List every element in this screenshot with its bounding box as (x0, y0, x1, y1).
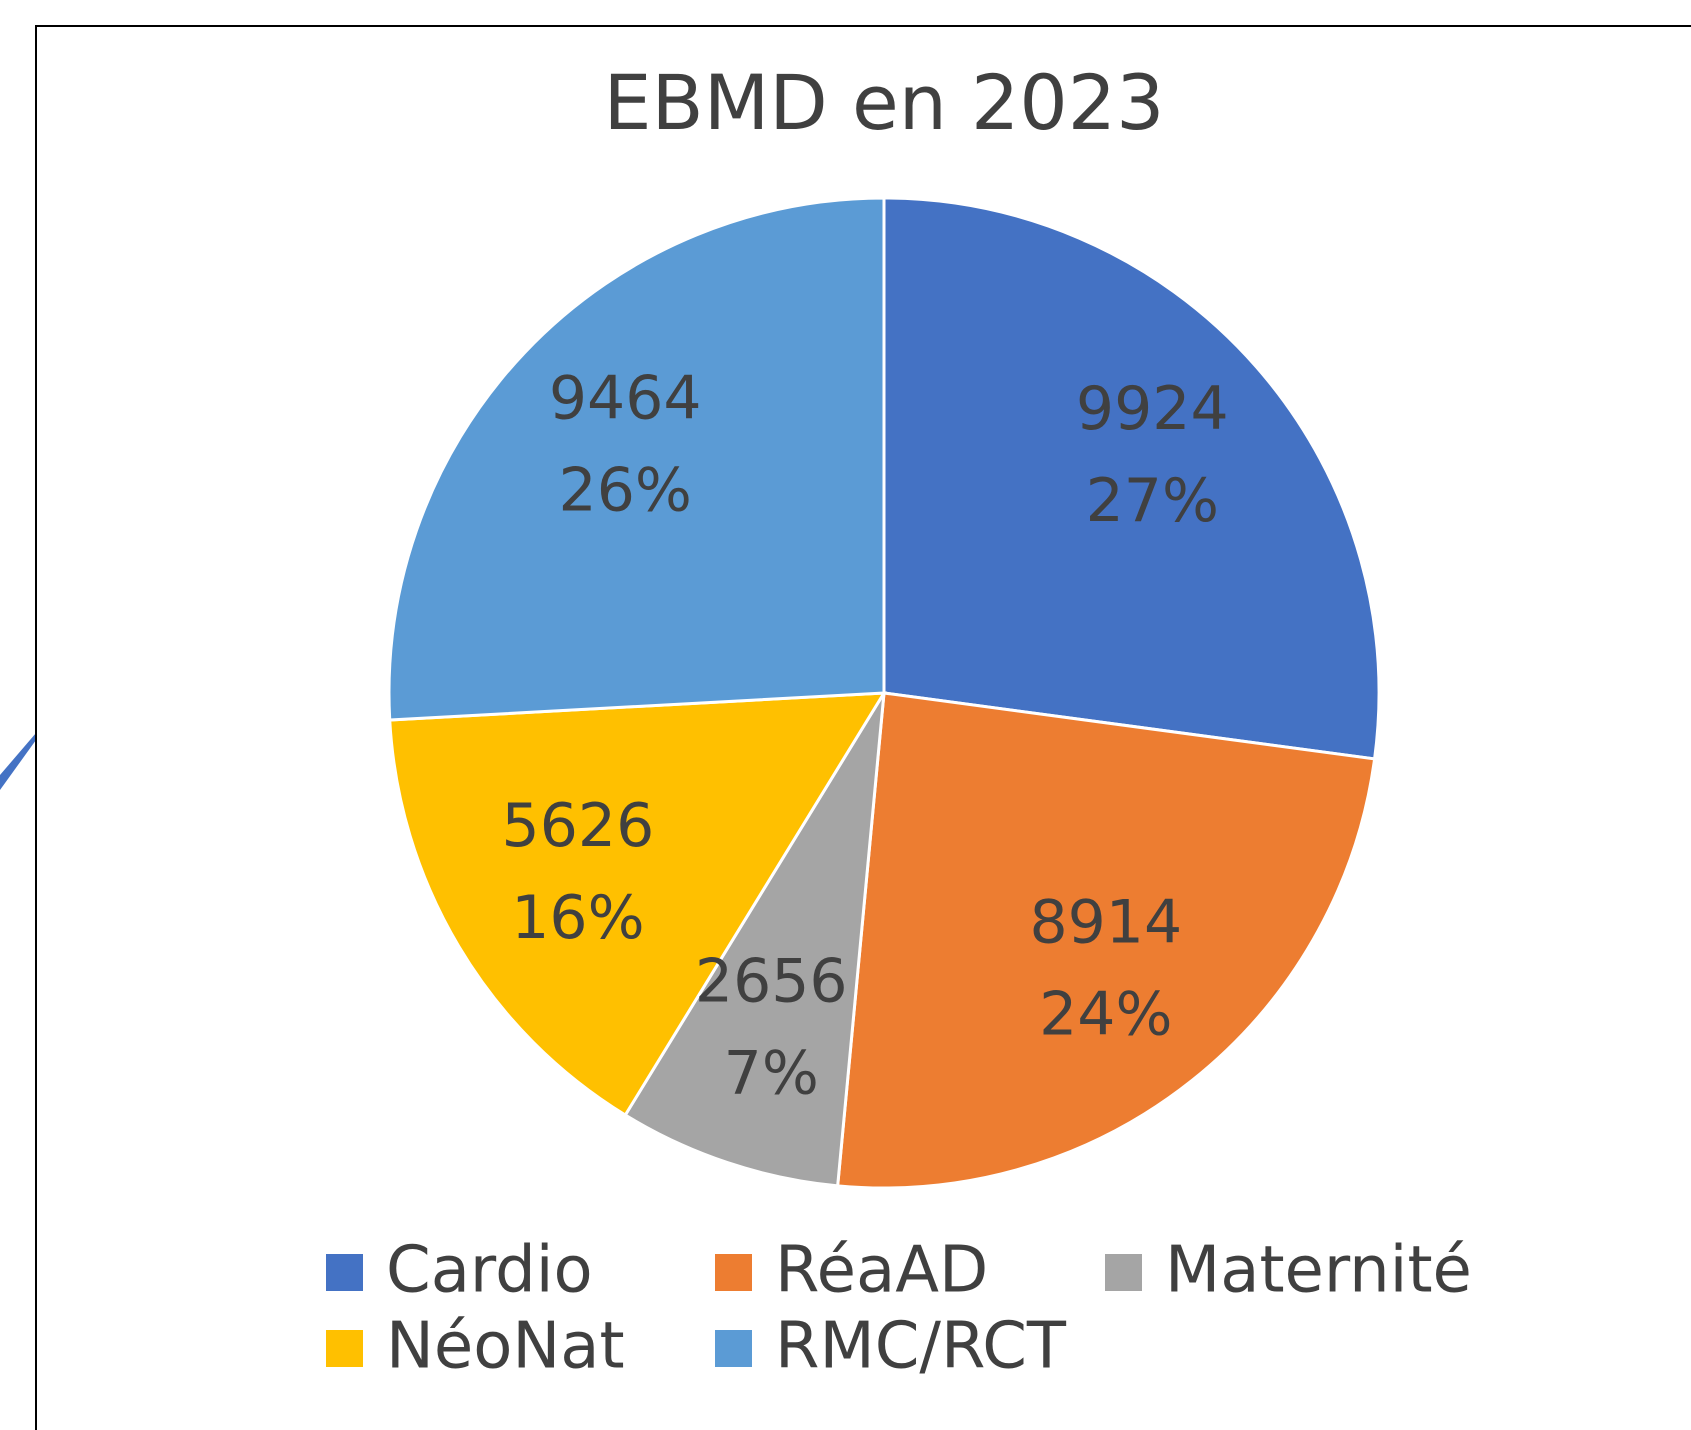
percent-label: 16% (511, 883, 644, 953)
pie-slice (387, 196, 886, 722)
legend-label: Cardio (386, 1234, 593, 1308)
legend-label: Maternité (1165, 1234, 1472, 1308)
value-label: 9924 (1076, 374, 1229, 444)
percent-label: 26% (559, 456, 692, 526)
legend-label: NéoNat (386, 1310, 625, 1384)
pie-slice (623, 692, 886, 1188)
pie-slice (882, 196, 1381, 761)
legend-swatch (326, 1330, 363, 1367)
legend-swatch (715, 1330, 752, 1367)
percent-label: 27% (1086, 466, 1219, 536)
percent-label: 7% (724, 1039, 819, 1109)
value-label: 9464 (549, 364, 702, 434)
percent-label: 24% (1039, 980, 1172, 1050)
arrow-fragment (0, 733, 36, 790)
chart-title: EBMD en 2023 (604, 58, 1165, 147)
pie-slice (836, 691, 1377, 1190)
legend-swatch (326, 1254, 363, 1291)
value-label: 5626 (502, 791, 655, 861)
legend-label: RéaAD (775, 1234, 988, 1308)
value-label: 2656 (695, 947, 848, 1017)
legend-swatch (1105, 1254, 1142, 1291)
chart-frame (35, 25, 1691, 1430)
pie-slice (388, 691, 887, 1118)
legend-label: RMC/RCT (775, 1310, 1067, 1384)
legend-swatch (715, 1254, 752, 1291)
value-label: 8914 (1029, 888, 1182, 958)
